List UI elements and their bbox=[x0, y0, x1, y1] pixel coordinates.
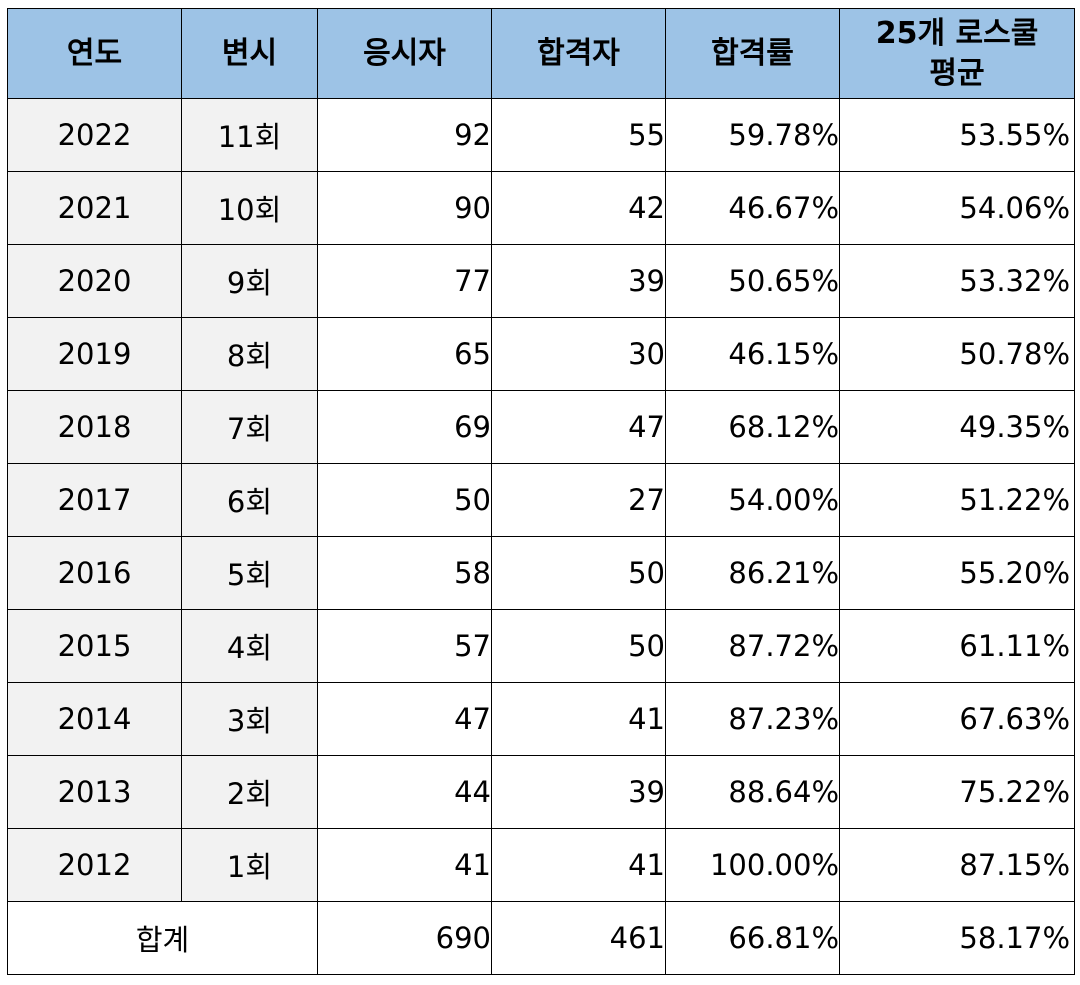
total-law-school-average: 58.17% bbox=[839, 901, 1075, 975]
cell-passers: 50 bbox=[491, 609, 666, 683]
cell-round: 8회 bbox=[181, 317, 318, 391]
cell-year: 2013 bbox=[7, 755, 182, 829]
cell-passers: 50 bbox=[491, 536, 666, 610]
cell-passers: 27 bbox=[491, 463, 666, 537]
cell-pass-rate: 68.12% bbox=[665, 390, 840, 464]
header-avg-line2: 평균 bbox=[929, 55, 985, 91]
table-row: 2020 9회 77 39 50.65% 53.32% bbox=[7, 244, 1075, 318]
total-row: 합계 690 461 66.81% 58.17% bbox=[7, 901, 1075, 975]
cell-law-school-average: 87.15% bbox=[839, 828, 1075, 902]
cell-applicants: 92 bbox=[317, 98, 492, 172]
cell-year: 2015 bbox=[7, 609, 182, 683]
cell-applicants: 77 bbox=[317, 244, 492, 318]
table-row: 2021 10회 90 42 46.67% 54.06% bbox=[7, 171, 1075, 245]
cell-applicants: 47 bbox=[317, 682, 492, 756]
total-passers: 461 bbox=[491, 901, 666, 975]
cell-passers: 41 bbox=[491, 828, 666, 902]
cell-year: 2018 bbox=[7, 390, 182, 464]
cell-applicants: 58 bbox=[317, 536, 492, 610]
cell-law-school-average: 75.22% bbox=[839, 755, 1075, 829]
cell-law-school-average: 51.22% bbox=[839, 463, 1075, 537]
cell-applicants: 50 bbox=[317, 463, 492, 537]
cell-law-school-average: 61.11% bbox=[839, 609, 1075, 683]
cell-round: 9회 bbox=[181, 244, 318, 318]
cell-year: 2022 bbox=[7, 98, 182, 172]
cell-pass-rate: 88.64% bbox=[665, 755, 840, 829]
cell-law-school-average: 53.32% bbox=[839, 244, 1075, 318]
total-pass-rate: 66.81% bbox=[665, 901, 840, 975]
cell-round: 3회 bbox=[181, 682, 318, 756]
cell-passers: 30 bbox=[491, 317, 666, 391]
cell-passers: 39 bbox=[491, 244, 666, 318]
cell-year: 2014 bbox=[7, 682, 182, 756]
cell-law-school-average: 54.06% bbox=[839, 171, 1075, 245]
cell-passers: 42 bbox=[491, 171, 666, 245]
cell-applicants: 57 bbox=[317, 609, 492, 683]
cell-passers: 47 bbox=[491, 390, 666, 464]
cell-applicants: 65 bbox=[317, 317, 492, 391]
header-round: 변시 bbox=[181, 8, 318, 99]
exam-results-table: 연도 변시 응시자 합격자 합격률 25개 로스쿨 평균 2022 11회 92 55… bbox=[7, 8, 1075, 975]
table-row: 2015 4회 57 50 87.72% 61.11% bbox=[7, 609, 1075, 683]
table-row: 2019 8회 65 30 46.15% 50.78% bbox=[7, 317, 1075, 391]
cell-round: 10회 bbox=[181, 171, 318, 245]
table-row: 2018 7회 69 47 68.12% 49.35% bbox=[7, 390, 1075, 464]
cell-round: 1회 bbox=[181, 828, 318, 902]
table-row: 2017 6회 50 27 54.00% 51.22% bbox=[7, 463, 1075, 537]
cell-year: 2016 bbox=[7, 536, 182, 610]
cell-round: 5회 bbox=[181, 536, 318, 610]
cell-applicants: 69 bbox=[317, 390, 492, 464]
header-row: 연도 변시 응시자 합격자 합격률 25개 로스쿨 평균 bbox=[7, 8, 1075, 99]
cell-round: 2회 bbox=[181, 755, 318, 829]
cell-applicants: 44 bbox=[317, 755, 492, 829]
table-row: 2014 3회 47 41 87.23% 67.63% bbox=[7, 682, 1075, 756]
total-applicants: 690 bbox=[317, 901, 492, 975]
cell-year: 2012 bbox=[7, 828, 182, 902]
header-applicants: 응시자 bbox=[317, 8, 492, 99]
cell-round: 6회 bbox=[181, 463, 318, 537]
cell-year: 2017 bbox=[7, 463, 182, 537]
cell-applicants: 90 bbox=[317, 171, 492, 245]
header-pass-rate: 합격률 bbox=[665, 8, 840, 99]
cell-pass-rate: 87.72% bbox=[665, 609, 840, 683]
table-row: 2016 5회 58 50 86.21% 55.20% bbox=[7, 536, 1075, 610]
cell-pass-rate: 50.65% bbox=[665, 244, 840, 318]
cell-applicants: 41 bbox=[317, 828, 492, 902]
cell-passers: 55 bbox=[491, 98, 666, 172]
header-avg-line1: 25개 로스쿨 bbox=[875, 15, 1039, 51]
cell-law-school-average: 67.63% bbox=[839, 682, 1075, 756]
cell-pass-rate: 46.67% bbox=[665, 171, 840, 245]
table-body: 2022 11회 92 55 59.78% 53.55% 2021 10회 90 42 46.67%… bbox=[7, 98, 1075, 902]
table-row: 2022 11회 92 55 59.78% 53.55% bbox=[7, 98, 1075, 172]
cell-year: 2021 bbox=[7, 171, 182, 245]
header-year: 연도 bbox=[7, 8, 182, 99]
cell-passers: 39 bbox=[491, 755, 666, 829]
table-row: 2013 2회 44 39 88.64% 75.22% bbox=[7, 755, 1075, 829]
cell-pass-rate: 86.21% bbox=[665, 536, 840, 610]
cell-law-school-average: 55.20% bbox=[839, 536, 1075, 610]
cell-pass-rate: 100.00% bbox=[665, 828, 840, 902]
cell-pass-rate: 59.78% bbox=[665, 98, 840, 172]
header-law-school-average: 25개 로스쿨 평균 bbox=[839, 8, 1075, 99]
cell-law-school-average: 49.35% bbox=[839, 390, 1075, 464]
header-passers: 합격자 bbox=[491, 8, 666, 99]
cell-pass-rate: 87.23% bbox=[665, 682, 840, 756]
total-label: 합계 bbox=[7, 901, 318, 975]
cell-round: 4회 bbox=[181, 609, 318, 683]
cell-pass-rate: 54.00% bbox=[665, 463, 840, 537]
cell-pass-rate: 46.15% bbox=[665, 317, 840, 391]
cell-law-school-average: 53.55% bbox=[839, 98, 1075, 172]
cell-year: 2019 bbox=[7, 317, 182, 391]
cell-passers: 41 bbox=[491, 682, 666, 756]
cell-law-school-average: 50.78% bbox=[839, 317, 1075, 391]
table-row: 2012 1회 41 41 100.00% 87.15% bbox=[7, 828, 1075, 902]
cell-round: 7회 bbox=[181, 390, 318, 464]
cell-round: 11회 bbox=[181, 98, 318, 172]
cell-year: 2020 bbox=[7, 244, 182, 318]
